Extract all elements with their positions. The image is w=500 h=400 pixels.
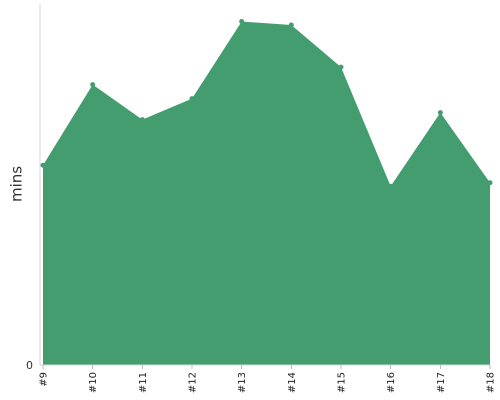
data-point	[139, 117, 145, 123]
data-point	[437, 110, 443, 116]
plot-layer	[40, 19, 493, 366]
x-tick-label: #13	[237, 372, 248, 393]
area-series	[43, 21, 490, 366]
y-axis-label: mins	[8, 166, 26, 202]
data-point	[189, 96, 195, 102]
data-point	[40, 162, 46, 168]
x-tick-label: #10	[88, 372, 99, 393]
data-point	[288, 22, 294, 28]
x-tick-label: #11	[138, 372, 149, 393]
x-tick-label: #14	[287, 372, 298, 393]
x-tick-label: #9	[39, 372, 50, 387]
x-tick-label: #16	[386, 372, 397, 393]
data-point	[487, 180, 493, 186]
data-point	[90, 82, 96, 88]
data-point	[388, 183, 394, 189]
ticks-layer: #9 #10 #11 #12 #13 #14 #15 #16 #17 #18 0	[26, 359, 497, 393]
x-tick-label: #12	[188, 372, 199, 393]
data-point	[239, 19, 245, 25]
data-point	[338, 64, 344, 70]
x-tick-label: #18	[486, 372, 497, 393]
x-tick-label: #17	[436, 372, 447, 393]
axes-layer	[39, 4, 490, 366]
y-tick-label: 0	[26, 359, 33, 372]
x-tick-label: #15	[337, 372, 348, 393]
